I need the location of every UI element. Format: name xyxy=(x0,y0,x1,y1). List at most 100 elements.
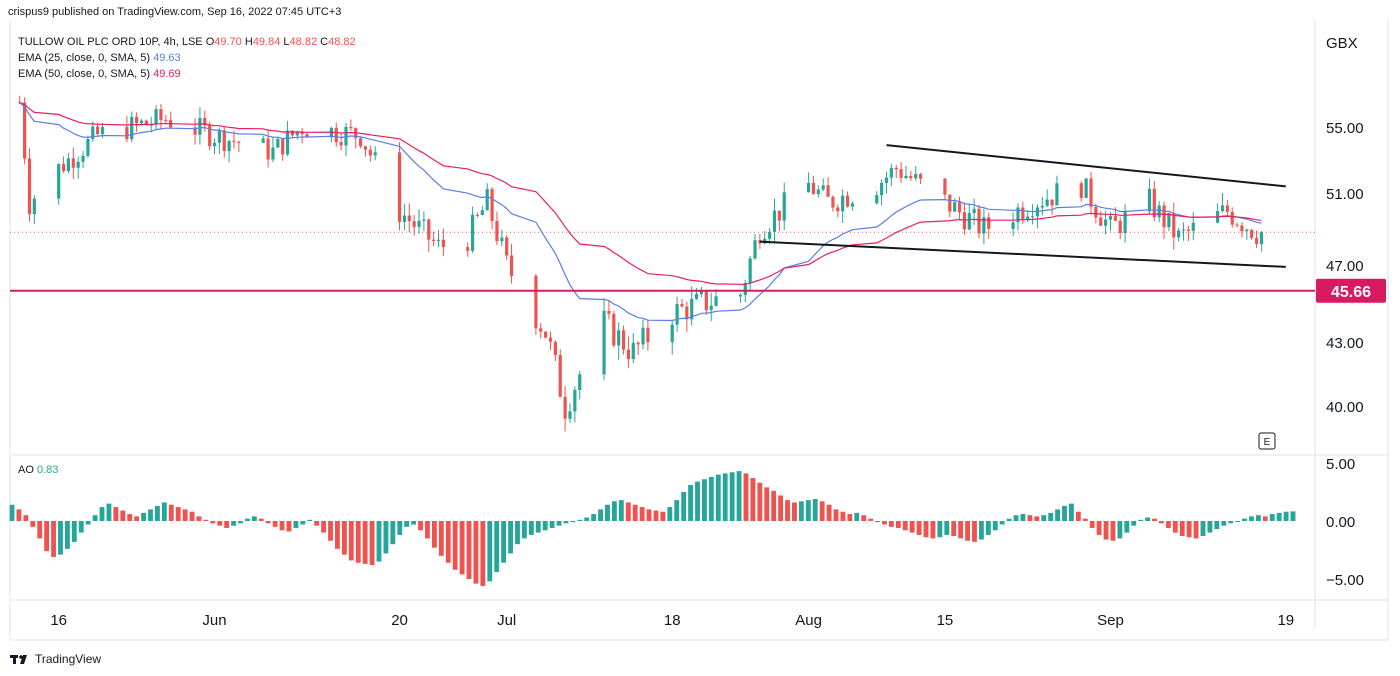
time-tick-label: 18 xyxy=(664,612,681,629)
ao-bar xyxy=(702,479,707,521)
ao-tick-label: 0.00 xyxy=(1326,514,1355,531)
candle-body xyxy=(914,174,918,179)
candle xyxy=(573,386,577,423)
ohlc-c-label: C xyxy=(320,36,329,48)
channel-lower-line[interactable] xyxy=(759,240,1286,268)
ema-layer: 45.66 xyxy=(10,101,1386,322)
ao-bar xyxy=(113,507,119,521)
candle-body xyxy=(967,213,971,230)
time-tick-label: 20 xyxy=(391,612,408,629)
publish-line: crispus9 published on TradingView.com, S… xyxy=(8,6,342,18)
ao-bar xyxy=(715,474,721,521)
candle-body xyxy=(402,215,407,222)
ao-bar xyxy=(71,521,77,542)
ao-bar xyxy=(127,514,133,521)
candle-body xyxy=(470,214,475,251)
time-tick-label: 19 xyxy=(1277,612,1294,629)
candle-body xyxy=(626,349,631,359)
candle xyxy=(159,104,163,130)
candle xyxy=(1157,201,1161,223)
candle-body xyxy=(1079,183,1083,198)
candle xyxy=(1152,181,1156,222)
candle-body xyxy=(1235,224,1239,226)
candle-body xyxy=(285,130,290,155)
candle-body xyxy=(772,210,777,232)
ao-bar xyxy=(605,504,610,521)
ao-bar xyxy=(1186,521,1192,538)
footer[interactable]: TradingView xyxy=(10,652,101,666)
candle-body xyxy=(1123,211,1127,233)
candle xyxy=(96,122,100,136)
price-tick-label: 47.00 xyxy=(1326,258,1364,275)
ao-bar xyxy=(1159,521,1164,524)
ao-value: 0.83 xyxy=(36,464,59,476)
candle-body xyxy=(57,164,61,199)
ao-bar xyxy=(729,472,735,521)
candle-body xyxy=(612,313,616,346)
channel-upper-line[interactable] xyxy=(886,144,1286,188)
candle-body xyxy=(86,138,90,156)
candle-body xyxy=(144,120,148,125)
candle-body xyxy=(232,140,236,142)
ao-bar xyxy=(736,471,742,521)
candle xyxy=(821,178,825,192)
ao-bar xyxy=(466,521,472,579)
ao-bar xyxy=(528,521,534,535)
ohlc-h-label: H xyxy=(244,36,253,48)
candle-body xyxy=(957,202,962,213)
ao-bar xyxy=(452,521,458,570)
ao-bar xyxy=(1283,511,1289,521)
ao-bar xyxy=(182,509,188,521)
ao-bar xyxy=(1096,521,1102,535)
candle xyxy=(358,137,363,149)
candle xyxy=(782,182,786,231)
candle-body xyxy=(699,291,704,294)
candle-body xyxy=(71,158,75,168)
ohlc-c: 48.82 xyxy=(328,36,356,48)
candle-body xyxy=(953,202,957,212)
candle xyxy=(1084,178,1088,199)
ao-bar xyxy=(321,521,327,533)
candle xyxy=(1089,171,1093,215)
time-tick-label: Jun xyxy=(202,612,226,629)
candle xyxy=(1011,212,1015,236)
ao-bar xyxy=(584,517,590,521)
candle xyxy=(1216,203,1220,224)
ao-bar xyxy=(245,518,250,521)
candle xyxy=(806,172,811,193)
ao-bar xyxy=(1062,505,1067,521)
candle-body xyxy=(670,324,674,343)
candle-body xyxy=(680,304,684,307)
candle-body xyxy=(821,185,825,190)
candle-body xyxy=(694,293,699,299)
candle xyxy=(1021,201,1025,224)
candle xyxy=(943,177,947,200)
candle-body xyxy=(578,374,582,390)
candle-body xyxy=(539,328,543,332)
candle xyxy=(436,229,441,248)
candle-body xyxy=(748,258,752,283)
ao-bar xyxy=(646,509,652,521)
ohlc-l-label: L xyxy=(283,36,290,48)
candle-body xyxy=(1094,206,1098,218)
candle-body xyxy=(505,237,509,256)
candle-body xyxy=(417,220,421,227)
earnings-marker[interactable]: E xyxy=(1258,432,1276,450)
candle-body xyxy=(135,116,139,124)
candle xyxy=(27,148,32,222)
ao-bar xyxy=(1214,521,1220,530)
candle xyxy=(1162,201,1166,239)
ao-bar xyxy=(362,521,368,564)
ao-bar xyxy=(1068,503,1074,521)
candle-body xyxy=(1225,205,1229,212)
candle xyxy=(831,195,835,212)
candle xyxy=(738,292,743,303)
candle xyxy=(164,114,168,124)
candle xyxy=(237,140,241,153)
ao-bar xyxy=(743,473,749,521)
candle xyxy=(212,138,217,155)
ao-bar xyxy=(902,521,908,531)
candle xyxy=(617,322,621,360)
candle-body xyxy=(422,219,426,221)
